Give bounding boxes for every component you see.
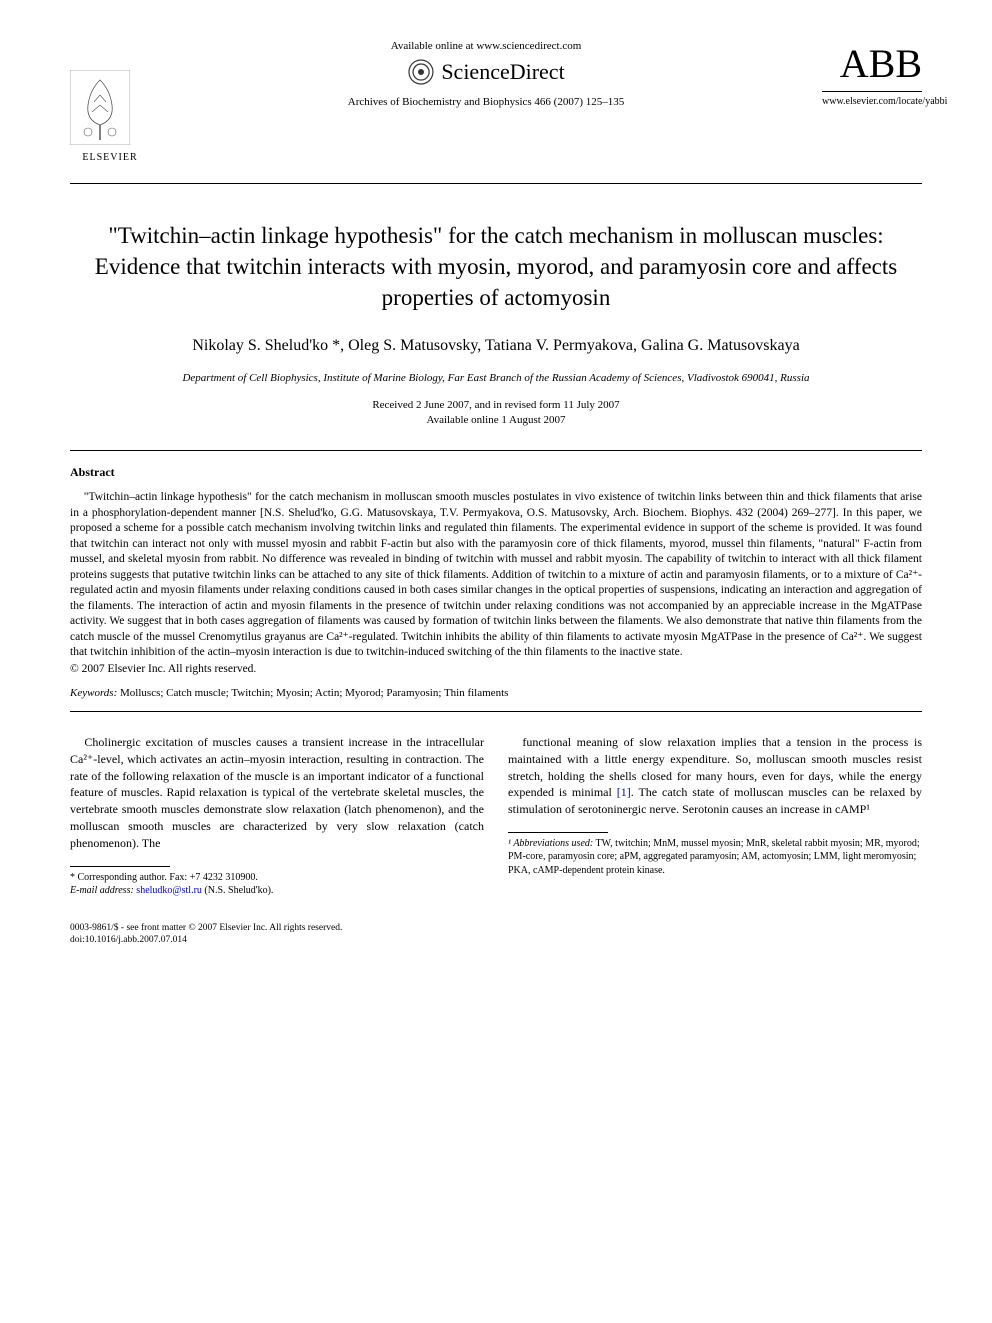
elsevier-tree-icon [70, 70, 130, 145]
footer-left: 0003-9861/$ - see front matter © 2007 El… [70, 922, 342, 947]
article-affiliation: Department of Cell Biophysics, Institute… [70, 372, 922, 384]
issn-line: 0003-9861/$ - see front matter © 2007 El… [70, 922, 342, 934]
body-paragraph: Cholinergic excitation of muscles causes… [70, 734, 484, 852]
article-title: "Twitchin–actin linkage hypothesis" for … [70, 220, 922, 313]
header-divider [70, 183, 922, 184]
body-column-left: Cholinergic excitation of muscles causes… [70, 734, 484, 898]
corresponding-footnote: * Corresponding author. Fax: +7 4232 310… [70, 871, 484, 885]
keywords-label: Keywords: [70, 687, 117, 699]
available-online-text: Available online at www.sciencedirect.co… [150, 40, 822, 52]
body-paragraph: functional meaning of slow relaxation im… [508, 734, 922, 818]
footnote-divider [70, 866, 170, 867]
abstract-heading: Abstract [70, 465, 922, 480]
abbreviations-footnote: ¹ Abbreviations used: TW, twitchin; MnM,… [508, 837, 922, 878]
elsevier-logo: ELSEVIER [70, 70, 150, 163]
reference-link[interactable]: [1] [617, 785, 631, 799]
sciencedirect-swirl-icon [407, 58, 435, 86]
email-label: E-mail address: [70, 885, 134, 896]
journal-abbrev-block: ABB www.elsevier.com/locate/yabbi [822, 40, 922, 107]
body-column-right: functional meaning of slow relaxation im… [508, 734, 922, 898]
abstract-top-divider [70, 450, 922, 451]
available-date: Available online 1 August 2007 [70, 413, 922, 428]
article-authors: Nikolay S. Shelud'ko *, Oleg S. Matusovs… [70, 335, 922, 357]
received-date: Received 2 June 2007, and in revised for… [70, 398, 922, 413]
body-text: Cholinergic excitation of muscles causes… [70, 734, 922, 898]
abbrev-label: ¹ Abbreviations used: [508, 838, 593, 849]
abstract-copyright: © 2007 Elsevier Inc. All rights reserved… [70, 663, 922, 675]
keywords: Keywords: Molluscs; Catch muscle; Twitch… [70, 687, 922, 699]
sciencedirect-name: ScienceDirect [441, 59, 564, 85]
email-link[interactable]: sheludko@stl.ru [136, 885, 202, 896]
footnote-divider [508, 832, 608, 833]
journal-reference: Archives of Biochemistry and Biophysics … [150, 96, 822, 108]
sciencedirect-logo: ScienceDirect [150, 58, 822, 86]
elsevier-label: ELSEVIER [70, 152, 150, 163]
keywords-text: Molluscs; Catch muscle; Twitchin; Myosin… [120, 687, 508, 699]
journal-abbrev: ABB [822, 40, 922, 87]
divider [822, 91, 922, 92]
email-author: (N.S. Shelud'ko). [204, 885, 273, 896]
abstract-text: "Twitchin–actin linkage hypothesis" for … [70, 490, 922, 661]
article-dates: Received 2 June 2007, and in revised for… [70, 398, 922, 429]
header-center: Available online at www.sciencedirect.co… [150, 40, 822, 108]
abstract-bottom-divider [70, 711, 922, 712]
page-footer: 0003-9861/$ - see front matter © 2007 El… [70, 922, 922, 947]
locate-url: www.elsevier.com/locate/yabbi [822, 96, 922, 107]
email-footnote: E-mail address: sheludko@stl.ru (N.S. Sh… [70, 884, 484, 898]
journal-header: ELSEVIER Available online at www.science… [70, 40, 922, 163]
doi-line: doi:10.1016/j.abb.2007.07.014 [70, 934, 342, 946]
